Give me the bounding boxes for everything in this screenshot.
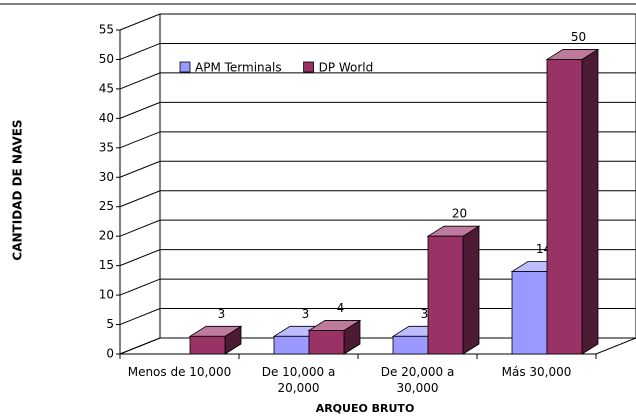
grid-line [119, 42, 636, 60]
y-tick-label: 45 [99, 81, 114, 95]
bar [189, 335, 226, 355]
bar [511, 271, 548, 355]
data-label: 50 [571, 30, 586, 44]
bar [392, 335, 429, 355]
legend-label: APM Terminals [195, 61, 282, 75]
bar-side [581, 48, 599, 355]
x-tick-label: De 20,000 a 30,000 [380, 365, 455, 395]
x-tick-label: Menos de 10,000 [127, 365, 232, 379]
bar [273, 335, 310, 355]
y-tick-label: 15 [99, 258, 114, 272]
data-label: 4 [337, 301, 345, 315]
legend-label: DP World [319, 61, 374, 75]
x-axis-title: ARQUEO BRUTO [316, 402, 415, 415]
y-tick-label: 25 [99, 199, 114, 213]
y-tick-label: 35 [99, 140, 114, 154]
grid-line [119, 101, 636, 119]
data-label: 3 [421, 307, 429, 321]
y-tick-label: 30 [99, 170, 114, 184]
y-tick-label: 0 [106, 347, 114, 361]
bar [546, 59, 583, 355]
y-tick-label: 20 [99, 229, 114, 243]
x-tick-label: Más 30,000 [501, 365, 572, 379]
data-label: 20 [452, 207, 467, 221]
bar [308, 330, 345, 355]
grid-line [119, 219, 636, 237]
x-tick-label: De 10,000 a 20,000 [261, 365, 336, 395]
legend-swatch [303, 61, 314, 73]
y-tick-label: 50 [99, 52, 114, 66]
grid-line [119, 131, 636, 149]
grid-line [119, 13, 636, 31]
bar [427, 235, 464, 355]
y-axis-title: CANTIDAD DE NAVES [11, 119, 25, 260]
grid-line [119, 160, 636, 178]
legend-swatch [179, 61, 191, 73]
grid-line [119, 190, 636, 208]
y-tick-label: 55 [99, 23, 114, 37]
bar-side [462, 225, 480, 355]
y-tick-label: 10 [99, 288, 114, 302]
data-label: 3 [218, 307, 226, 321]
data-label: 3 [302, 307, 310, 321]
grid-line [119, 72, 636, 90]
y-tick-label: 40 [99, 111, 114, 125]
y-tick-label: 5 [106, 317, 114, 331]
